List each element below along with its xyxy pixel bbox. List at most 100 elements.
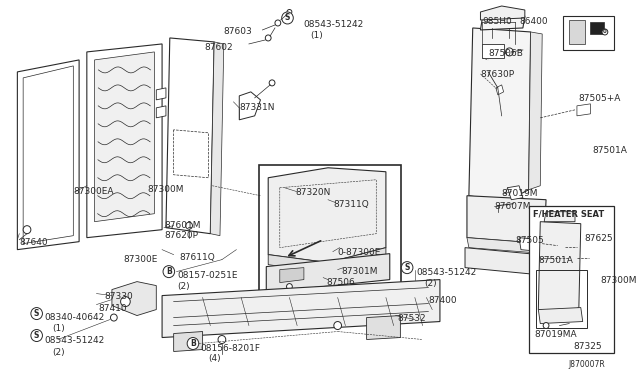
Text: 87300EA: 87300EA (74, 187, 114, 196)
Bar (591, 22, 604, 34)
Polygon shape (519, 238, 542, 251)
Text: 985H0: 985H0 (483, 17, 512, 26)
Circle shape (287, 10, 292, 15)
Text: (2): (2) (52, 347, 65, 356)
Polygon shape (508, 186, 523, 200)
Circle shape (334, 321, 342, 330)
Polygon shape (17, 60, 79, 250)
Text: 08156-8201F: 08156-8201F (201, 343, 260, 353)
Polygon shape (467, 238, 546, 254)
Text: B: B (166, 267, 172, 276)
Bar (569, 20, 585, 44)
Polygon shape (23, 66, 74, 244)
Polygon shape (156, 88, 166, 100)
Text: 87602: 87602 (205, 43, 233, 52)
Text: 0-87300E: 0-87300E (338, 248, 381, 257)
Polygon shape (95, 52, 154, 222)
Circle shape (187, 337, 199, 350)
Polygon shape (162, 280, 440, 337)
Polygon shape (544, 212, 575, 222)
Circle shape (31, 330, 42, 341)
Polygon shape (156, 106, 166, 118)
Text: 08157-0251E: 08157-0251E (177, 270, 238, 280)
Text: 87501A: 87501A (538, 256, 573, 264)
Text: J870007R: J870007R (568, 360, 605, 369)
Polygon shape (173, 331, 203, 352)
Bar (536, 270, 587, 327)
Text: 08543-51242: 08543-51242 (303, 20, 363, 29)
Polygon shape (465, 248, 550, 276)
Polygon shape (538, 222, 580, 314)
Text: 08543-51242: 08543-51242 (44, 336, 104, 344)
Circle shape (31, 308, 42, 320)
Text: 08543-51242: 08543-51242 (417, 267, 477, 277)
Circle shape (120, 296, 131, 307)
Text: B: B (190, 339, 196, 348)
Circle shape (23, 226, 31, 234)
Bar (259, 165, 401, 302)
Text: 87640: 87640 (19, 238, 48, 247)
Circle shape (266, 35, 271, 41)
Circle shape (282, 12, 293, 24)
Polygon shape (268, 248, 386, 274)
Bar (483, 44, 504, 58)
Polygon shape (266, 254, 390, 293)
Polygon shape (538, 308, 582, 324)
Text: 87532: 87532 (397, 314, 426, 323)
Text: S: S (404, 263, 410, 272)
Text: 87320N: 87320N (295, 188, 331, 197)
Text: 87400: 87400 (428, 296, 457, 305)
Polygon shape (239, 92, 260, 120)
Polygon shape (529, 32, 542, 190)
Polygon shape (211, 42, 224, 236)
Circle shape (111, 314, 117, 321)
Circle shape (269, 80, 275, 86)
Circle shape (506, 48, 513, 56)
Text: 87019M: 87019M (502, 189, 538, 198)
Polygon shape (481, 6, 525, 20)
Polygon shape (166, 38, 214, 234)
Circle shape (218, 336, 226, 343)
Text: 87311Q: 87311Q (334, 200, 369, 209)
Circle shape (589, 254, 596, 261)
Circle shape (602, 29, 608, 35)
Text: 87625: 87625 (585, 234, 613, 243)
Circle shape (543, 323, 549, 328)
Text: 87607M: 87607M (494, 202, 531, 211)
Polygon shape (577, 104, 591, 116)
Polygon shape (481, 16, 525, 30)
Polygon shape (87, 44, 162, 238)
Bar (529, 206, 614, 353)
Text: 87611Q: 87611Q (179, 253, 215, 262)
Polygon shape (268, 168, 386, 263)
Circle shape (275, 20, 281, 26)
Circle shape (287, 283, 292, 289)
Text: 87501A: 87501A (593, 146, 627, 155)
Text: S: S (34, 331, 39, 340)
Text: S: S (285, 13, 290, 22)
Polygon shape (280, 267, 304, 283)
Text: 87301M: 87301M (342, 267, 378, 276)
Polygon shape (496, 85, 504, 95)
Text: 87505+A: 87505+A (579, 94, 621, 103)
Text: 87331N: 87331N (239, 103, 275, 112)
Text: 87505: 87505 (515, 236, 544, 245)
Text: (2): (2) (424, 279, 437, 288)
Text: 87300E: 87300E (124, 255, 158, 264)
Text: 87300M: 87300M (600, 276, 637, 285)
Text: (4): (4) (209, 355, 221, 363)
Circle shape (558, 243, 565, 250)
Text: 87630P: 87630P (481, 70, 515, 79)
Polygon shape (469, 28, 531, 202)
Circle shape (570, 254, 577, 261)
Text: 86400: 86400 (519, 17, 548, 26)
Polygon shape (367, 315, 401, 340)
Text: 87325: 87325 (573, 341, 602, 350)
Text: (1): (1) (310, 31, 323, 40)
Circle shape (186, 222, 193, 229)
Text: S: S (34, 309, 39, 318)
Text: F/HEATER SEAT: F/HEATER SEAT (532, 210, 604, 219)
Text: 87330: 87330 (104, 292, 133, 301)
Circle shape (163, 266, 175, 278)
Polygon shape (467, 196, 546, 244)
